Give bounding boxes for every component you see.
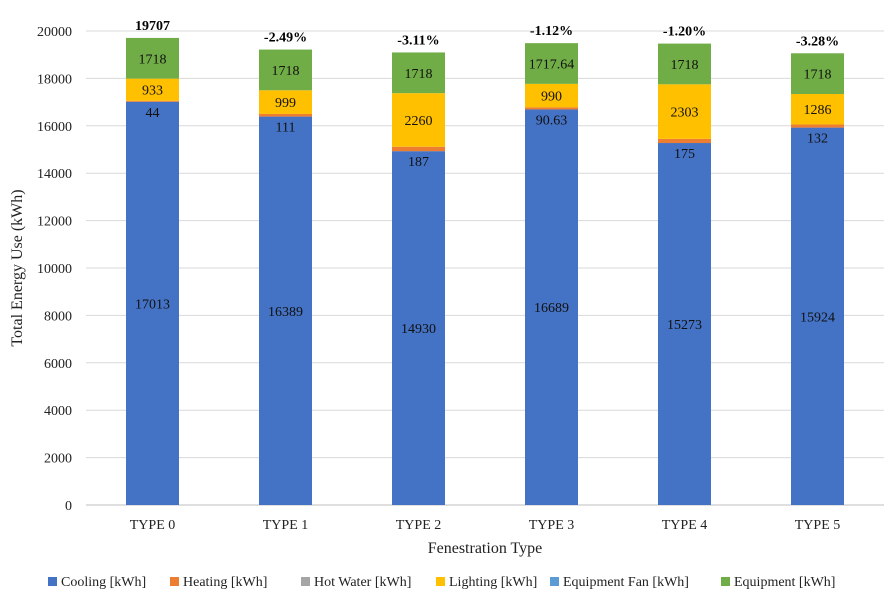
legend-label: Lighting [kWh] — [449, 575, 537, 590]
data-label: 1718 — [405, 67, 433, 82]
y-tick-label: 0 — [65, 499, 72, 514]
bar-segment — [525, 83, 578, 108]
bar-segment — [259, 116, 312, 506]
bar-segment — [259, 49, 312, 91]
legend-label: Equipment [kWh] — [734, 575, 835, 590]
data-label: 187 — [408, 155, 429, 170]
y-tick-label: 18000 — [37, 72, 72, 87]
legend-item: Heating [kWh] — [170, 575, 267, 590]
legend-swatch — [48, 577, 57, 586]
legend-swatch — [301, 577, 310, 586]
data-label: 15273 — [667, 318, 702, 333]
bar-segment — [791, 53, 844, 94]
data-label: 1718 — [139, 52, 167, 67]
total-annotation: -1.20% — [663, 25, 706, 40]
legend-item: Cooling [kWh] — [48, 575, 146, 590]
bar-segment — [259, 113, 312, 117]
y-axis-title: Total Energy Use (kWh) — [9, 189, 26, 346]
data-label: 990 — [541, 90, 562, 105]
legend-item: Lighting [kWh] — [436, 575, 537, 590]
bar-segment — [791, 124, 844, 128]
data-label: 1717.64 — [529, 58, 575, 73]
x-tick-label: TYPE 1 — [263, 518, 309, 533]
total-annotation: -2.49% — [264, 31, 307, 46]
legend-label: Hot Water [kWh] — [314, 575, 411, 590]
y-tick-label: 4000 — [44, 404, 72, 419]
x-tick-label: TYPE 0 — [130, 518, 176, 533]
y-tick-label: 16000 — [37, 120, 72, 135]
legend: Cooling [kWh] Heating [kWh] Hot Water [kWh… — [48, 575, 835, 590]
y-tick-label: 6000 — [44, 357, 72, 372]
data-label: 933 — [142, 84, 163, 99]
legend-item: Hot Water [kWh] — [301, 575, 411, 590]
bar-segment — [392, 146, 445, 152]
y-tick-label: 20000 — [37, 25, 72, 40]
x-tick-label: TYPE 3 — [529, 518, 575, 533]
data-label: 132 — [807, 132, 828, 147]
y-tick-label: 10000 — [37, 262, 72, 277]
bar-segment — [126, 101, 179, 505]
bar-segment — [525, 109, 578, 505]
data-label: 16389 — [268, 305, 303, 320]
data-labels: 17013 44 933 1718 19707 16389 111 999 1718 -2.49%… — [135, 19, 839, 337]
data-label: 17013 — [135, 297, 170, 312]
data-label: 16689 — [534, 301, 569, 316]
data-label: 15924 — [800, 310, 835, 325]
bar-segment — [658, 143, 711, 505]
x-axis-title: Fenestration Type — [428, 540, 543, 557]
data-label: 175 — [674, 147, 695, 162]
data-label: 1718 — [272, 64, 300, 79]
data-label: 44 — [146, 106, 160, 121]
x-tick-label: TYPE 2 — [396, 518, 442, 533]
bars — [126, 37, 844, 506]
legend-swatch — [721, 577, 730, 586]
data-label: 2303 — [671, 106, 699, 121]
bar-segment — [525, 107, 578, 110]
y-tick-label: 2000 — [44, 452, 72, 467]
bar-segment — [658, 84, 711, 139]
bar-segment — [791, 127, 844, 505]
legend-label: Heating [kWh] — [183, 575, 267, 590]
total-annotation: -3.28% — [796, 34, 839, 49]
bar-segment — [392, 93, 445, 147]
total-annotation: 19707 — [135, 19, 170, 34]
x-axis-ticks: TYPE 0 TYPE 1 TYPE 2 TYPE 3 TYPE 4 TYPE 5 — [130, 518, 841, 533]
y-tick-label: 8000 — [44, 309, 72, 324]
x-tick-label: TYPE 5 — [795, 518, 841, 533]
data-label: 14930 — [401, 322, 436, 337]
legend-item: Equipment [kWh] — [721, 575, 835, 590]
total-annotation: -1.12% — [530, 24, 573, 39]
data-label: 2260 — [405, 114, 433, 129]
data-label: 90.63 — [536, 113, 568, 128]
data-label: 1286 — [804, 103, 832, 118]
y-axis-ticks: 0 2000 4000 6000 8000 10000 12000 14000 16000 180… — [37, 25, 72, 514]
total-annotation: -3.11% — [397, 33, 439, 48]
bar-segment — [392, 151, 445, 505]
bar-segment — [392, 52, 445, 94]
legend-swatch — [170, 577, 179, 586]
legend-swatch — [436, 577, 445, 586]
y-tick-label: 14000 — [37, 167, 72, 182]
data-label: 999 — [275, 96, 296, 111]
legend-item: Equipment Fan [kWh] — [550, 575, 689, 590]
bar-segment — [126, 78, 179, 101]
data-label: 1718 — [804, 68, 832, 83]
bar-segment — [658, 43, 711, 85]
bar-segment — [126, 100, 179, 102]
bar-segment — [525, 43, 578, 84]
legend-label: Cooling [kWh] — [61, 575, 146, 590]
legend-label: Equipment Fan [kWh] — [563, 575, 689, 590]
y-tick-label: 12000 — [37, 215, 72, 230]
bar-segment — [259, 90, 312, 114]
data-label: 111 — [276, 121, 296, 136]
bar-segment — [791, 93, 844, 125]
data-label: 1718 — [671, 58, 699, 73]
x-tick-label: TYPE 4 — [662, 518, 708, 533]
gridlines — [86, 30, 884, 506]
legend-swatch — [550, 577, 559, 586]
bar-segment — [658, 138, 711, 144]
bar-segment — [126, 37, 179, 79]
